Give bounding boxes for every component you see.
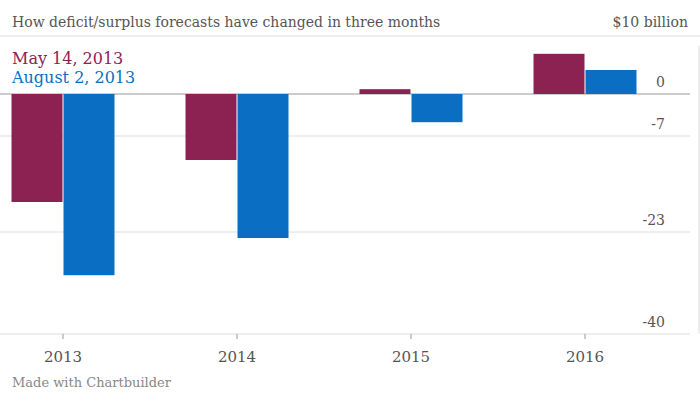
x-tick	[585, 334, 586, 339]
chart-svg: How deficit/surplus forecasts have chang…	[0, 0, 700, 393]
header-rule	[0, 36, 700, 37]
bars	[12, 54, 637, 275]
axis-label: $10 billion	[613, 14, 689, 30]
legend-entry: May 14, 2013	[12, 49, 123, 68]
legend-entry: August 2, 2013	[11, 68, 135, 87]
bar	[64, 94, 115, 275]
bar	[238, 94, 289, 238]
category-label: 2014	[218, 348, 256, 366]
category-label: 2015	[392, 348, 430, 366]
tick-label: -23	[642, 212, 665, 228]
bar	[586, 70, 637, 94]
grid-line	[0, 334, 690, 335]
title: How deficit/surplus forecasts have chang…	[12, 14, 440, 30]
x-tick	[237, 334, 238, 339]
tick-label: -40	[642, 314, 665, 330]
chart-container: How deficit/surplus forecasts have chang…	[0, 0, 700, 393]
bar	[12, 94, 63, 202]
bar	[186, 94, 237, 160]
axis-line	[699, 46, 700, 334]
tick-label: -7	[651, 116, 665, 132]
x-tick	[411, 334, 412, 339]
tick-label: 0	[656, 74, 665, 90]
credit: Made with Chartbuilder	[12, 375, 172, 390]
category-label: 2013	[44, 348, 82, 366]
bar	[360, 89, 411, 94]
bar	[534, 54, 585, 94]
bar	[412, 94, 463, 122]
category-label: 2016	[566, 348, 604, 366]
x-tick	[63, 334, 64, 339]
